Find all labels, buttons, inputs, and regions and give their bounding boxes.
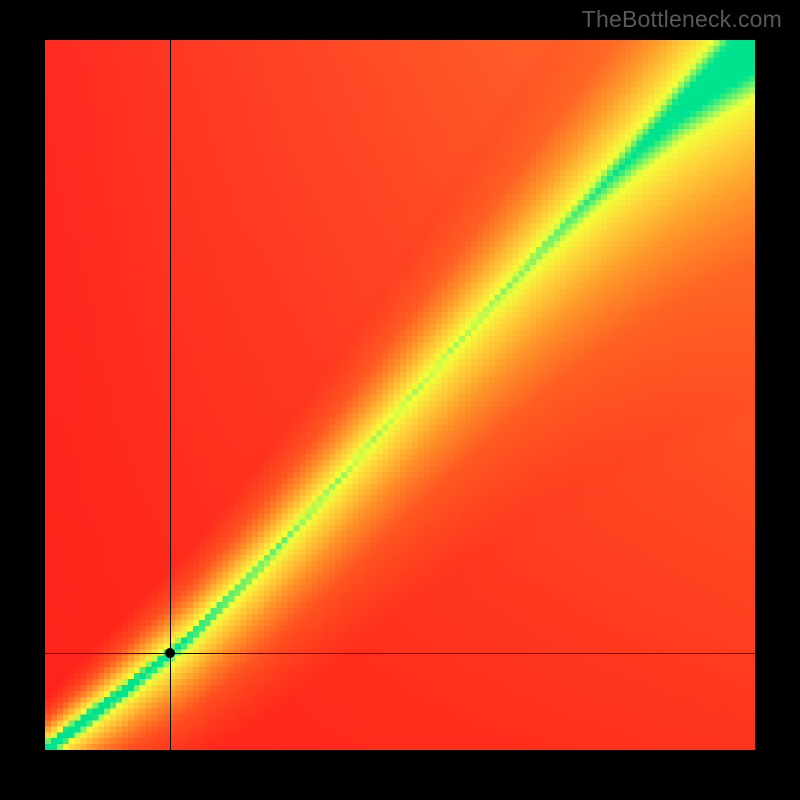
plot-area (45, 40, 755, 750)
chart-frame: TheBottleneck.com (0, 0, 800, 800)
watermark-text: TheBottleneck.com (582, 6, 782, 33)
heatmap-canvas (45, 40, 755, 750)
crosshair-vertical (170, 40, 171, 750)
crosshair-horizontal (45, 653, 755, 654)
data-point-marker (165, 648, 175, 658)
